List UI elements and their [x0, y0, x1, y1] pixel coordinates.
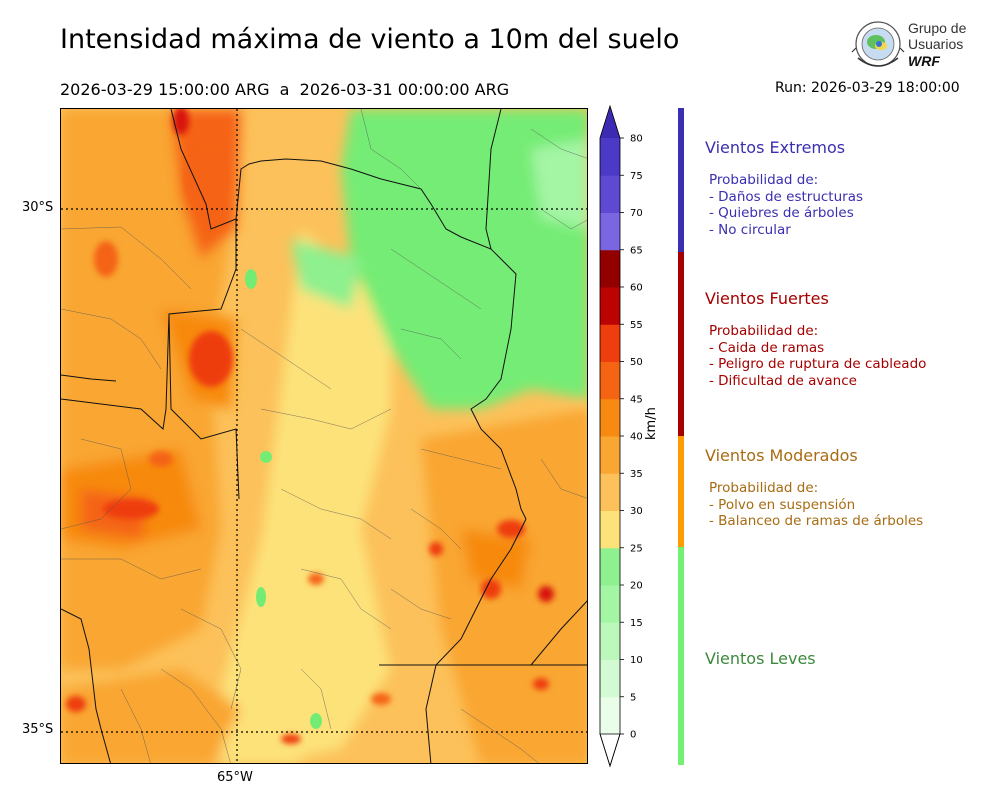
- colorbar-tick-label: 0: [630, 730, 636, 741]
- colorbar-segment: [600, 585, 620, 623]
- colorbar-tick-label: 40: [630, 432, 643, 443]
- colorbar-tick-label: 60: [630, 283, 643, 294]
- colorbar-extend-top: [600, 106, 620, 138]
- desc-line: - No circular: [709, 221, 791, 238]
- desc-line: - Quiebres de árboles: [709, 205, 854, 221]
- category-bar-light: [678, 547, 684, 765]
- lon-label-65w: 65°W: [217, 770, 253, 785]
- desc-line: - Dificultad de avance: [709, 372, 857, 389]
- graticule: [61, 109, 587, 763]
- desc-line: Probabilidad de:: [709, 172, 819, 188]
- category-title-extreme: Vientos Extremos: [705, 138, 846, 157]
- colorbar-unit: km/h: [644, 407, 659, 440]
- colorbar-tick-label: 65: [630, 245, 643, 256]
- colorbar-tick-label: 30: [630, 506, 643, 517]
- colorbar-segment: [600, 622, 620, 660]
- desc-line: Probabilidad de:: [709, 480, 819, 496]
- colorbar-segment: [600, 212, 620, 251]
- colorbar-segment: [600, 138, 620, 176]
- period-start: 2026-03-29 15:00:00 ARG: [60, 80, 270, 99]
- colorbar-tick-label: 35: [630, 469, 643, 480]
- desc-line: - Polvo en suspensión: [709, 496, 856, 513]
- category-desc-strong: Probabilidad de: - Caida de ramas - Peli…: [709, 323, 926, 389]
- wrf-logo: Grupo de Usuarios WRF: [848, 18, 968, 74]
- colorbar-tick-label: 50: [630, 357, 643, 368]
- desc-line: - Balanceo de ramas de árboles: [709, 513, 924, 529]
- calm-patches: [245, 269, 322, 729]
- logo-text-line3: WRF: [908, 53, 940, 69]
- colorbar-tick-label: 55: [630, 320, 643, 331]
- category-desc-extreme: Probabilidad de: - Daños de estructuras …: [709, 172, 863, 238]
- colorbar-segment: [600, 324, 620, 362]
- category-bar-moderate: [678, 436, 684, 547]
- desc-line: - Daños de estructuras: [709, 188, 864, 205]
- colorbar: 0 5 10 15 20 25 30 35 40 45 50 55 60 65 70 75 80: [594, 104, 664, 768]
- department-borders: [61, 109, 587, 763]
- colorbar-extend-bottom: [599, 733, 621, 768]
- wind-hotspots: [66, 109, 554, 744]
- colorbar-segment: [600, 473, 620, 511]
- colorbar-segment: [600, 696, 620, 735]
- desc-line: - Peligro de ruptura de cableado: [709, 356, 927, 372]
- colorbar-tick-label: 20: [630, 581, 643, 592]
- colorbar-tick-label: 25: [630, 543, 643, 554]
- category-bar-extreme: [678, 108, 684, 252]
- category-title-light: Vientos Leves: [705, 649, 816, 668]
- colorbar-tick-label: 45: [630, 394, 643, 405]
- period-end: 2026-03-31 00:00:00 ARG: [299, 80, 510, 99]
- colorbar-tick-label: 5: [630, 692, 636, 703]
- globe-icon: [851, 21, 905, 67]
- colorbar-segment: [600, 659, 620, 698]
- colorbar-tick-label: 75: [630, 171, 643, 182]
- logo-text-line2: Usuarios: [908, 36, 963, 52]
- logo-text-line1: Grupo de: [908, 20, 967, 36]
- period-separator: a: [279, 80, 290, 99]
- category-title-strong: Vientos Fuertes: [705, 289, 829, 308]
- colorbar-tick-label: 70: [630, 208, 643, 219]
- colorbar-segment: [600, 249, 620, 288]
- colorbar-segment: [600, 287, 620, 325]
- colorbar-segment: [600, 361, 620, 400]
- category-desc-moderate: Probabilidad de: - Polvo en suspensión -…: [709, 480, 923, 530]
- category-bar-strong: [678, 252, 684, 436]
- desc-line: - Caida de ramas: [709, 339, 825, 356]
- colorbar-segment: [600, 436, 620, 474]
- colorbar-tick-label: 15: [630, 618, 643, 629]
- colorbar-segment: [600, 398, 620, 437]
- forecast-period: 2026-03-29 15:00:00 ARG a 2026-03-31 00:…: [60, 80, 509, 99]
- desc-line: Probabilidad de:: [709, 323, 819, 339]
- lat-label-35s: 35°S: [22, 722, 54, 737]
- colorbar-segment: [600, 547, 620, 586]
- province-borders: [61, 109, 587, 763]
- colorbar-tick-label: 80: [630, 134, 643, 145]
- colorbar-segment: [600, 510, 620, 549]
- category-title-moderate: Vientos Moderados: [705, 446, 858, 465]
- wind-speed-map: [60, 108, 588, 764]
- map-title: Intensidad máxima de viento a 10m del su…: [60, 24, 680, 55]
- lat-label-30s: 30°S: [22, 200, 54, 215]
- run-timestamp: Run: 2026-03-29 18:00:00: [775, 80, 960, 96]
- colorbar-tick-label: 10: [630, 655, 643, 666]
- colorbar-segment: [600, 175, 620, 213]
